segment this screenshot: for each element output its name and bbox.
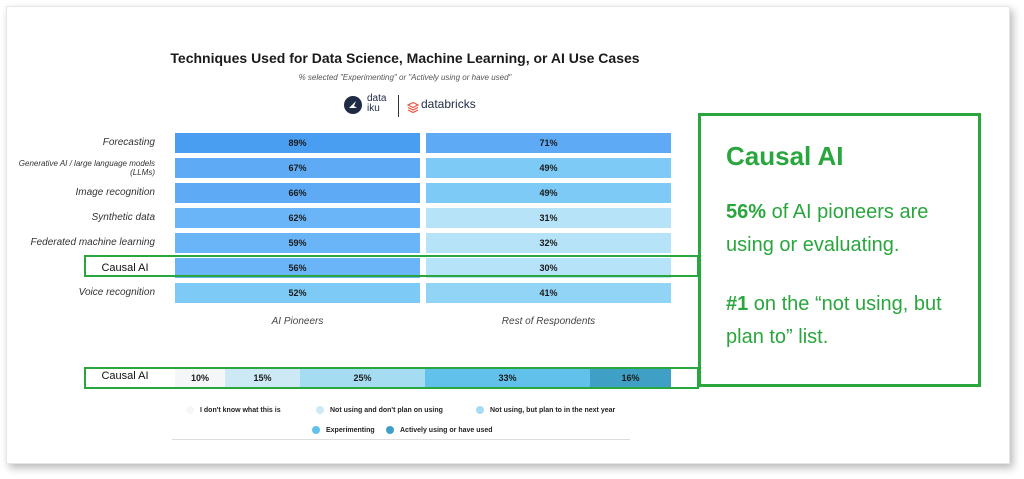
legend: I don't know what this is Not using and …: [172, 400, 630, 440]
callout-stat-value: 56%: [726, 201, 767, 223]
dataiku-logo-text: data iku: [367, 93, 387, 114]
stacked-row-label: Causal AI: [101, 370, 149, 382]
stacked-segment: 25%: [300, 369, 425, 387]
stacked-segment: 10%: [175, 369, 225, 387]
databricks-icon: [406, 100, 420, 114]
stacked-segment: 16%: [590, 369, 671, 387]
category-label: Generative AI / large language models (L…: [18, 159, 155, 177]
bar-rest-of-respondents: 31%: [426, 208, 671, 228]
legend-label: Experimenting: [326, 426, 375, 434]
legend-swatch: [476, 406, 484, 414]
chart-title: Techniques Used for Data Science, Machin…: [170, 50, 640, 66]
legend-label: Not using and don't plan on using: [330, 406, 443, 414]
legend-label: I don't know what this is: [200, 406, 281, 414]
bar-rest-of-respondents: 41%: [426, 283, 671, 303]
legend-swatch: [186, 406, 194, 414]
legend-label: Actively using or have used: [400, 426, 493, 434]
bar-ai-pioneers: 89%: [175, 133, 420, 153]
causal-ai-callout: Causal AI 56% of AI pioneers are using o…: [698, 113, 981, 387]
legend-item: Not using, but plan to in the next year: [476, 406, 615, 414]
bar-ai-pioneers: 56%: [175, 258, 420, 278]
legend-item: Not using and don't plan on using: [316, 406, 443, 414]
bar-ai-pioneers: 59%: [175, 233, 420, 253]
callout-stat-text: of AI pioneers are using or evaluating.: [726, 201, 929, 256]
category-label: Forecasting: [102, 137, 155, 148]
callout-title: Causal AI: [726, 141, 844, 171]
x-label-rest-of-respondents: Rest of Respondents: [501, 316, 596, 327]
chart-subtitle: % selected "Experimenting" or "Actively …: [298, 73, 512, 82]
dataiku-bird-icon: [344, 96, 362, 114]
callout-rank-text: on the “not using, but plan to” list.: [726, 293, 942, 348]
databricks-logo-text: databricks: [421, 97, 476, 111]
bar-rest-of-respondents: 71%: [426, 133, 671, 153]
category-label: Federated machine learning: [30, 237, 155, 248]
callout-rank-value: #1: [726, 293, 749, 315]
legend-swatch: [386, 426, 394, 434]
stacked-segment: 33%: [425, 369, 590, 387]
bar-ai-pioneers: 62%: [175, 208, 420, 228]
bar-ai-pioneers: 67%: [175, 158, 420, 178]
bar-rest-of-respondents: 49%: [426, 183, 671, 203]
category-label: Image recognition: [75, 187, 156, 198]
bar-rest-of-respondents: 49%: [426, 158, 671, 178]
category-label: Causal AI: [101, 262, 149, 274]
legend-item: I don't know what this is: [186, 406, 281, 414]
callout-stat-pioneers: 56% of AI pioneers are using or evaluati…: [726, 196, 976, 262]
bar-rest-of-respondents: 32%: [426, 233, 671, 253]
legend-item: Actively using or have used: [386, 426, 493, 434]
legend-swatch: [312, 426, 320, 434]
category-label: Voice recognition: [78, 287, 155, 298]
stacked-segment: 15%: [225, 369, 300, 387]
bar-rest-of-respondents: 30%: [426, 258, 671, 278]
x-label-ai-pioneers: AI Pioneers: [271, 316, 324, 327]
bar-ai-pioneers: 52%: [175, 283, 420, 303]
legend-item: Experimenting: [312, 426, 375, 434]
logo-divider: [398, 95, 399, 117]
legend-label: Not using, but plan to in the next year: [490, 406, 616, 414]
legend-swatch: [316, 406, 324, 414]
bar-ai-pioneers: 66%: [175, 183, 420, 203]
category-label: Synthetic data: [91, 212, 155, 223]
callout-stat-rank: #1 on the “not using, but plan to” list.: [726, 288, 976, 354]
